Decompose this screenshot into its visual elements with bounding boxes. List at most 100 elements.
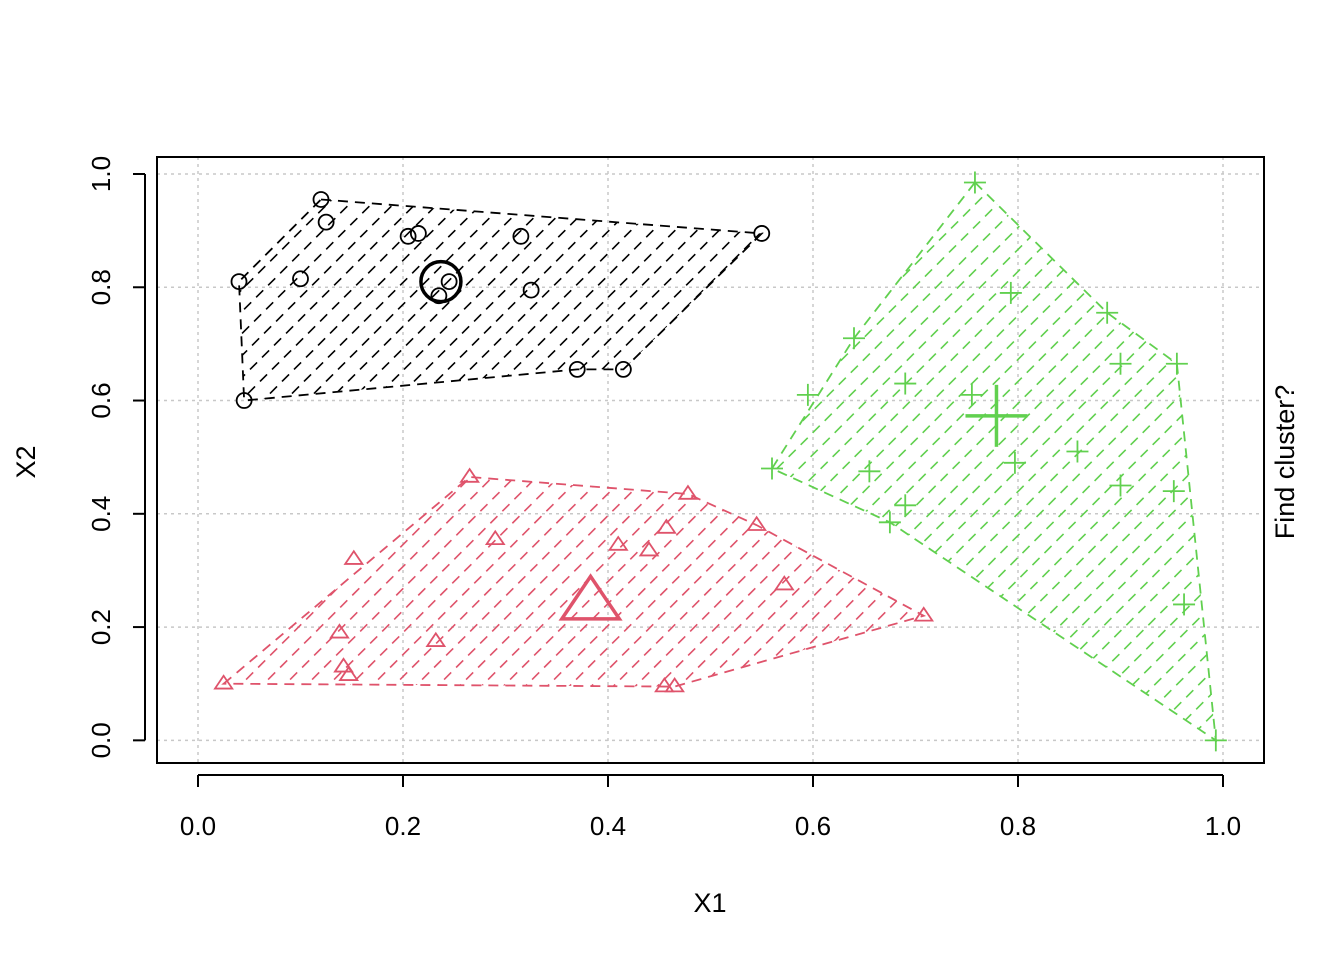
hatch-line	[772, 182, 849, 741]
hatch-line	[772, 182, 1069, 741]
hatch-line	[741, 199, 762, 401]
hatch-line	[761, 476, 924, 687]
hatch-line	[695, 476, 917, 687]
hatch-line	[519, 476, 741, 687]
x-tick-label: 0.8	[1000, 811, 1036, 841]
hatch-line	[587, 199, 762, 401]
hatch-line	[223, 476, 389, 687]
hatch-line	[772, 182, 1157, 741]
y-tick-label: 0.0	[86, 722, 116, 758]
data-points	[213, 171, 1227, 752]
x-tick-label: 0.4	[590, 811, 626, 841]
data-point	[761, 457, 783, 480]
x-tick-label: 0.6	[795, 811, 831, 841]
data-point	[664, 677, 685, 693]
hatch-line	[764, 194, 975, 405]
cluster-hull	[238, 198, 764, 402]
data-point	[638, 541, 660, 557]
cluster-centroids	[419, 259, 1028, 621]
centroid-marker	[558, 573, 623, 621]
data-point	[677, 484, 699, 500]
hatch-line	[772, 182, 1091, 741]
hatch-line	[497, 476, 719, 687]
data-point	[843, 327, 865, 350]
data-point	[1165, 352, 1188, 375]
data-point	[607, 535, 629, 551]
hatch-line	[255, 476, 477, 687]
data-point	[753, 225, 771, 242]
data-point	[522, 281, 540, 299]
data-point	[1162, 480, 1185, 503]
data-point	[656, 518, 677, 534]
data-point	[1096, 301, 1119, 324]
hatch-line	[1159, 182, 1216, 741]
hatch-line	[409, 476, 631, 687]
hatch-line	[239, 199, 382, 401]
hatch-line	[772, 182, 805, 741]
plot-frame	[156, 156, 1265, 764]
data-point	[1066, 440, 1089, 463]
hatch-line	[192, 177, 760, 745]
hatch-line	[223, 476, 411, 687]
data-point	[1173, 593, 1196, 616]
data-point	[430, 287, 448, 305]
data-point	[312, 191, 330, 208]
hatch-line	[772, 182, 1025, 741]
hatch-line	[543, 199, 756, 401]
find-cluster-label: Find cluster?	[1270, 385, 1300, 540]
data-point	[329, 623, 350, 639]
data-point	[1109, 474, 1132, 497]
x-tick-label: 0.0	[180, 811, 216, 841]
data-point	[317, 213, 335, 231]
data-point	[230, 273, 248, 290]
hatch-line	[609, 199, 762, 401]
data-point	[333, 657, 354, 673]
centroid-marker	[965, 384, 1028, 447]
data-point	[1109, 352, 1132, 375]
hatch-line	[772, 182, 959, 741]
data-point	[796, 383, 819, 406]
hatch-line	[365, 476, 587, 687]
centroid-marker	[419, 259, 463, 304]
hatch-line	[16, 194, 227, 405]
data-point	[773, 575, 795, 591]
hatch-line	[675, 199, 762, 401]
hatch-line	[772, 182, 1113, 741]
hatch-line	[772, 182, 871, 741]
data-point	[292, 270, 309, 288]
data-point	[999, 281, 1022, 304]
hatch-line	[239, 199, 360, 401]
cluster-hatching	[16, 177, 1216, 745]
data-point	[960, 383, 983, 406]
grid-lines	[157, 157, 1264, 763]
y-tick-label: 0.2	[86, 609, 116, 645]
hatch-line	[455, 199, 668, 401]
y-tick-label: 0.4	[86, 496, 116, 532]
hatch-line	[223, 476, 235, 687]
hatch-line	[279, 199, 492, 401]
hatch-line	[1093, 182, 1216, 741]
hatch-line	[499, 199, 712, 401]
hatch-line	[1137, 182, 1216, 741]
hatch-line	[772, 182, 981, 741]
data-point	[409, 225, 427, 242]
hatch-line	[772, 182, 1047, 741]
data-point	[235, 392, 253, 409]
data-point	[213, 674, 234, 690]
data-point	[963, 171, 986, 194]
hatch-line	[772, 182, 1003, 741]
data-point	[894, 372, 917, 395]
hatch-line	[321, 476, 543, 687]
hatch-line	[719, 199, 762, 401]
data-point	[894, 494, 917, 517]
hatch-line	[367, 199, 580, 401]
data-point	[1003, 451, 1026, 474]
hatch-line	[431, 476, 653, 687]
data-point	[746, 515, 767, 531]
hull-hatch	[192, 177, 1216, 745]
hatch-line	[565, 199, 762, 401]
data-point	[425, 631, 447, 647]
hatch-line	[772, 182, 1135, 741]
data-point	[338, 665, 359, 681]
hatch-line	[697, 199, 762, 401]
